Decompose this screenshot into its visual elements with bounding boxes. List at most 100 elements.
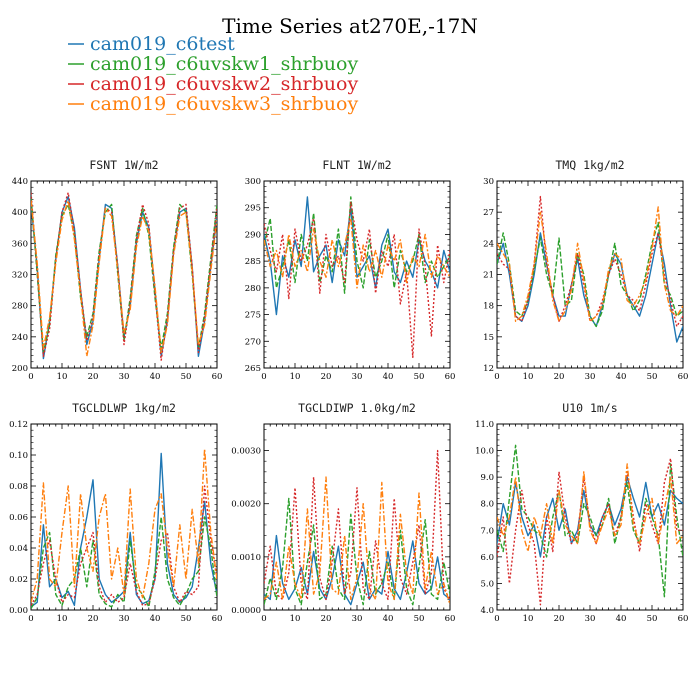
series-line-cam019_c6uvskw2_shrbuoy bbox=[264, 449, 450, 601]
x-tick-label: 30 bbox=[352, 614, 363, 624]
x-tick-label: 0 bbox=[494, 372, 499, 382]
x-tick-label: 30 bbox=[352, 372, 363, 382]
y-tick-label: 10.0 bbox=[475, 447, 494, 457]
legend-label: cam019_c6uvskw3_shrbuoy bbox=[90, 93, 358, 115]
y-tick-label: 5.0 bbox=[480, 579, 494, 589]
y-tick-label: 11.0 bbox=[475, 420, 494, 430]
y-tick-label: 0.08 bbox=[9, 482, 28, 492]
series-line-cam019_c6uvskw3_shrbuoy bbox=[264, 217, 450, 289]
y-tick-label: 0.0010 bbox=[231, 553, 261, 563]
x-tick-label: 20 bbox=[88, 372, 99, 382]
x-tick-label: 10 bbox=[523, 372, 534, 382]
x-tick-label: 50 bbox=[647, 614, 658, 624]
chart-panel: U10 1m/s 0 10 20 30 40 50 60 4.0 5.0 6.0 7.0 8.0 9.0 1… bbox=[475, 401, 688, 624]
y-tick-label: 0.06 bbox=[9, 513, 28, 523]
page-title: Time Series at270E,-17N bbox=[222, 14, 478, 38]
x-tick-label: 50 bbox=[647, 372, 658, 382]
y-tick-label: 9.0 bbox=[480, 473, 494, 483]
y-tick-label: 295 bbox=[245, 204, 261, 214]
series-line-cam019_c6uvskw2_shrbuoy bbox=[497, 457, 683, 606]
chart-panel: TMQ 1kg/m2 0 10 20 30 40 50 60 12 15 18 21 24 27 30 bbox=[483, 158, 688, 382]
plot-frame bbox=[30, 423, 218, 611]
x-tick-label: 60 bbox=[212, 372, 223, 382]
x-tick-label: 60 bbox=[212, 614, 223, 624]
y-tick-label: 270 bbox=[245, 337, 261, 347]
y-tick-label: 280 bbox=[12, 302, 28, 312]
y-tick-label: 8.0 bbox=[480, 500, 494, 510]
x-tick-label: 50 bbox=[181, 372, 192, 382]
x-tick-label: 60 bbox=[678, 614, 689, 624]
x-tick-label: 20 bbox=[321, 614, 332, 624]
series-group bbox=[497, 444, 683, 606]
y-tick-label: 6.0 bbox=[480, 553, 494, 563]
y-tick-label: 280 bbox=[245, 284, 261, 294]
series-line-cam019_c6uvskw1_shrbuoy bbox=[31, 516, 217, 609]
panel-title: U10 1m/s bbox=[562, 401, 617, 415]
y-tick-label: 0.0030 bbox=[231, 447, 261, 457]
series-group bbox=[264, 196, 450, 358]
y-tick-label: 290 bbox=[245, 230, 261, 240]
x-tick-label: 30 bbox=[119, 372, 130, 382]
series-line-cam019_c6uvskw3_shrbuoy bbox=[264, 476, 450, 605]
series-line-cam019_c6uvskw3_shrbuoy bbox=[31, 448, 217, 603]
y-tick-label: 440 bbox=[12, 177, 28, 187]
x-tick-label: 20 bbox=[554, 372, 565, 382]
panel-title: TMQ 1kg/m2 bbox=[555, 158, 624, 172]
series-group bbox=[497, 195, 683, 343]
legend-label: cam019_c6uvskw1_shrbuoy bbox=[90, 53, 358, 75]
series-group bbox=[264, 449, 450, 606]
panel-title: FLNT 1W/m2 bbox=[322, 158, 391, 172]
x-tick-label: 0 bbox=[28, 372, 33, 382]
x-tick-label: 20 bbox=[88, 614, 99, 624]
x-tick-label: 20 bbox=[321, 372, 332, 382]
series-line-cam019_c6uvskw3_shrbuoy bbox=[497, 463, 683, 553]
chart-panel: TGCLDLWP 1kg/m2 0 10 20 30 40 50 60 0.00 0.02 0.04… bbox=[9, 401, 222, 624]
x-tick-label: 40 bbox=[150, 372, 161, 382]
legend-item: cam019_c6uvskw2_shrbuoy bbox=[68, 73, 358, 95]
plot-frame bbox=[496, 180, 684, 369]
x-tick-label: 10 bbox=[57, 372, 68, 382]
y-tick-label: 27 bbox=[483, 208, 494, 218]
series-line-cam019_c6uvskw1_shrbuoy bbox=[497, 221, 683, 328]
series-line-cam019_c6uvskw2_shrbuoy bbox=[31, 191, 217, 361]
x-tick-label: 0 bbox=[28, 614, 33, 624]
y-tick-label: 15 bbox=[483, 333, 494, 343]
legend-label: cam019_c6uvskw2_shrbuoy bbox=[90, 73, 358, 95]
legend-item: cam019_c6test bbox=[68, 33, 235, 55]
series-line-cam019_c6uvskw2_shrbuoy bbox=[497, 195, 683, 328]
x-tick-label: 0 bbox=[261, 372, 266, 382]
series-line-cam019_c6uvskw3_shrbuoy bbox=[31, 199, 217, 357]
x-tick-label: 0 bbox=[261, 614, 266, 624]
x-tick-label: 60 bbox=[445, 614, 456, 624]
legend-item: cam019_c6uvskw1_shrbuoy bbox=[68, 53, 358, 75]
x-tick-label: 40 bbox=[383, 372, 394, 382]
x-tick-label: 30 bbox=[585, 614, 596, 624]
x-tick-label: 50 bbox=[181, 614, 192, 624]
series-line-cam019_c6uvskw1_shrbuoy bbox=[264, 196, 450, 294]
series-line-cam019_c6uvskw3_shrbuoy bbox=[497, 206, 683, 322]
y-tick-label: 240 bbox=[12, 333, 28, 343]
x-tick-label: 60 bbox=[445, 372, 456, 382]
chart-panel: TGCLDIWP 1.0kg/m2 0 10 20 30 40 50 60 0.0000 0.00… bbox=[231, 401, 455, 624]
y-tick-label: 320 bbox=[12, 271, 28, 281]
x-tick-label: 10 bbox=[290, 372, 301, 382]
y-tick-label: 0.00 bbox=[9, 606, 28, 616]
x-tick-label: 50 bbox=[414, 372, 425, 382]
x-tick-label: 60 bbox=[678, 372, 689, 382]
x-tick-label: 10 bbox=[57, 614, 68, 624]
y-tick-label: 7.0 bbox=[480, 526, 494, 536]
y-tick-label: 300 bbox=[245, 177, 261, 187]
y-tick-label: 0.0000 bbox=[231, 606, 261, 616]
y-tick-label: 0.12 bbox=[9, 420, 28, 430]
y-tick-label: 4.0 bbox=[480, 606, 494, 616]
panel-title: TGCLDLWP 1kg/m2 bbox=[72, 401, 176, 415]
x-tick-label: 30 bbox=[119, 614, 130, 624]
y-tick-label: 21 bbox=[483, 271, 494, 281]
y-tick-label: 0.04 bbox=[9, 544, 28, 554]
x-tick-label: 40 bbox=[616, 372, 627, 382]
panel-title: TGCLDIWP 1.0kg/m2 bbox=[298, 401, 416, 415]
chart-panel: FLNT 1W/m2 0 10 20 30 40 50 60 265 270 275 280 285 29… bbox=[245, 158, 456, 382]
x-tick-label: 40 bbox=[150, 614, 161, 624]
y-tick-label: 200 bbox=[12, 364, 28, 374]
y-tick-label: 30 bbox=[483, 177, 494, 187]
